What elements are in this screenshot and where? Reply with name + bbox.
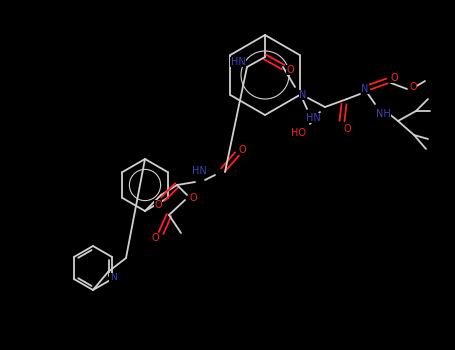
Text: O: O bbox=[286, 65, 294, 75]
Text: N: N bbox=[110, 273, 116, 282]
Text: O: O bbox=[238, 145, 246, 155]
Text: HO: HO bbox=[290, 128, 305, 138]
Text: N: N bbox=[361, 84, 369, 94]
Text: O: O bbox=[151, 233, 159, 243]
Text: HN: HN bbox=[231, 57, 245, 67]
Text: O: O bbox=[409, 82, 417, 92]
Text: O: O bbox=[189, 193, 197, 203]
Text: N: N bbox=[299, 90, 307, 100]
Text: O: O bbox=[343, 124, 351, 134]
Text: HN: HN bbox=[192, 166, 207, 176]
Text: O: O bbox=[154, 200, 162, 210]
Text: HN: HN bbox=[306, 113, 320, 123]
Text: O: O bbox=[390, 73, 398, 83]
Text: NH: NH bbox=[376, 109, 390, 119]
